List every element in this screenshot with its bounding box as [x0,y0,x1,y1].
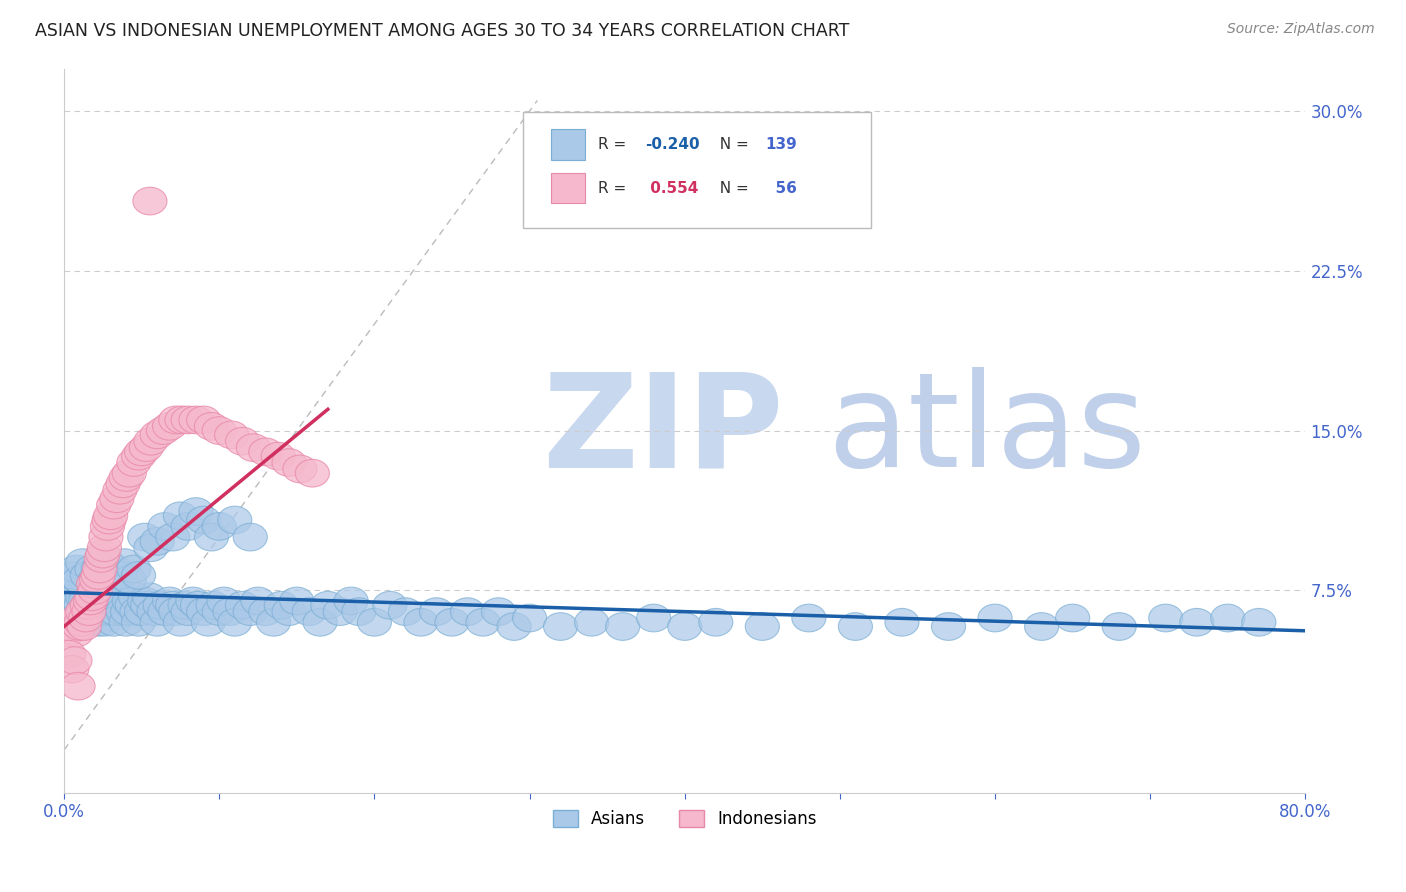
Text: ASIAN VS INDONESIAN UNEMPLOYMENT AMONG AGES 30 TO 34 YEARS CORRELATION CHART: ASIAN VS INDONESIAN UNEMPLOYMENT AMONG A… [35,22,849,40]
FancyBboxPatch shape [551,129,585,160]
FancyBboxPatch shape [523,112,870,227]
Text: ZIP: ZIP [541,368,783,494]
FancyBboxPatch shape [551,173,585,203]
Text: R =: R = [598,180,631,195]
Text: 0.554: 0.554 [645,180,699,195]
Text: 139: 139 [765,137,797,152]
Legend: Asians, Indonesians: Asians, Indonesians [547,804,823,835]
Text: 56: 56 [765,180,797,195]
Text: R =: R = [598,137,631,152]
Text: atlas: atlas [828,368,1146,494]
Text: N =: N = [710,180,754,195]
Text: -0.240: -0.240 [645,137,700,152]
Text: N =: N = [710,137,754,152]
Text: Source: ZipAtlas.com: Source: ZipAtlas.com [1227,22,1375,37]
